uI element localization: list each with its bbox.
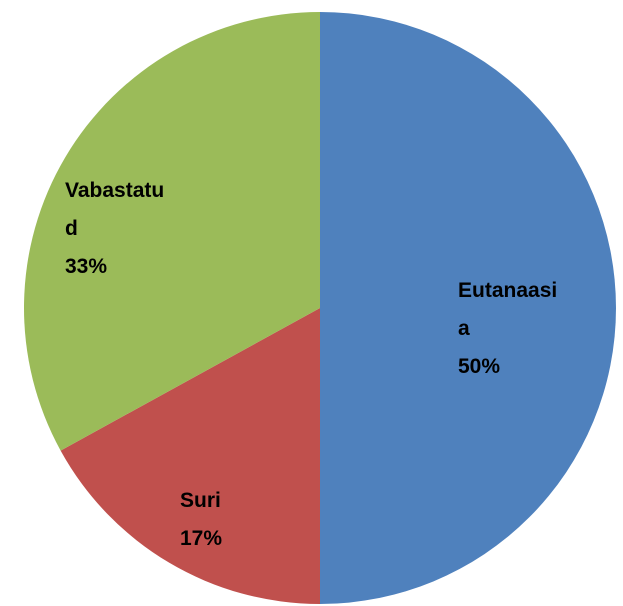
pie-slice: [23, 12, 320, 451]
value-label: 33%: [65, 255, 108, 278]
category-label: Vabastatud: [65, 179, 165, 240]
value-label: 17%: [180, 527, 223, 550]
pie-slice: [60, 308, 321, 604]
value-label: 50%: [458, 355, 501, 378]
pie-slice: [320, 12, 616, 604]
slice-label: Suri 17%: [180, 482, 285, 558]
slice-label: Vabastatud 33%: [65, 172, 170, 286]
category-label: Eutanaasia: [458, 279, 558, 340]
category-label: Suri: [180, 489, 221, 512]
slice-label: Eutanaasia 50%: [458, 272, 563, 386]
